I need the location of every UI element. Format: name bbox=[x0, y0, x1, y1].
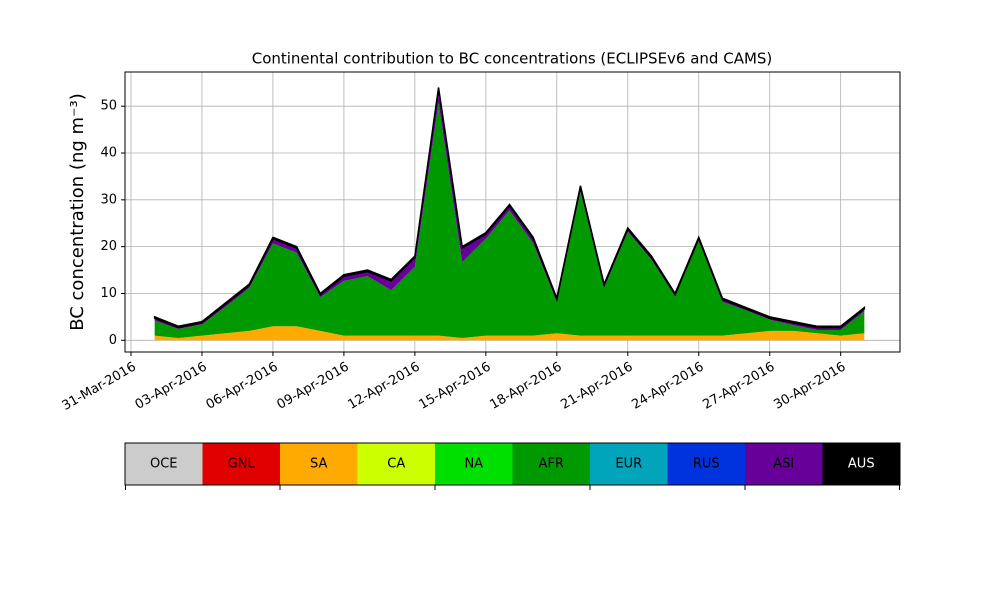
legend-frame bbox=[124, 442, 901, 486]
area bbox=[154, 88, 865, 330]
legend-label: GNL bbox=[228, 457, 256, 472]
area bbox=[153, 87, 866, 329]
chart-title: Continental contribution to BC concentra… bbox=[252, 50, 773, 68]
area bbox=[154, 102, 865, 338]
legend-label: EUR bbox=[615, 457, 642, 472]
legend-swatch bbox=[745, 443, 823, 485]
area bbox=[154, 326, 865, 341]
legend-swatch bbox=[822, 443, 900, 485]
y-tick-label: 30 bbox=[100, 192, 117, 207]
legend-label: AFR bbox=[539, 457, 564, 472]
y-tick-label: 50 bbox=[100, 99, 117, 114]
legend-swatch bbox=[280, 443, 358, 485]
legend-swatch bbox=[512, 443, 590, 485]
plot-frame bbox=[124, 71, 901, 353]
y-tick-label: 0 bbox=[109, 333, 117, 348]
y-axis-label: BC concentration (ng m⁻³) bbox=[67, 93, 88, 331]
legend-label: SA bbox=[310, 457, 327, 472]
legend-label: AUS bbox=[848, 457, 875, 472]
legend-label: OCE bbox=[150, 457, 178, 472]
legend-swatch bbox=[357, 443, 435, 485]
legend-swatch bbox=[590, 443, 668, 485]
y-tick-label: 40 bbox=[100, 146, 117, 161]
legend-swatch bbox=[667, 443, 745, 485]
legend-swatch bbox=[202, 443, 280, 485]
legend-label: CA bbox=[387, 457, 405, 472]
y-tick-label: 20 bbox=[100, 239, 117, 254]
legend-label: ASI bbox=[773, 457, 794, 472]
plot-area bbox=[125, 72, 900, 352]
legend-ticks bbox=[125, 485, 900, 490]
legend-swatch bbox=[125, 443, 203, 485]
y-tick-label: 10 bbox=[100, 286, 117, 301]
legend-label: RUS bbox=[693, 457, 720, 472]
legend: OCE GNL SA CA NA AFR EUR RUS ASI AUS bbox=[125, 443, 900, 485]
legend-label: NA bbox=[464, 457, 483, 472]
legend-swatch bbox=[435, 443, 513, 485]
